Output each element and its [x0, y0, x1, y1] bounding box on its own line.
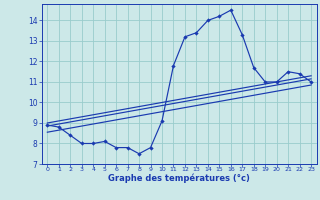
X-axis label: Graphe des températures (°c): Graphe des températures (°c) [108, 174, 250, 183]
